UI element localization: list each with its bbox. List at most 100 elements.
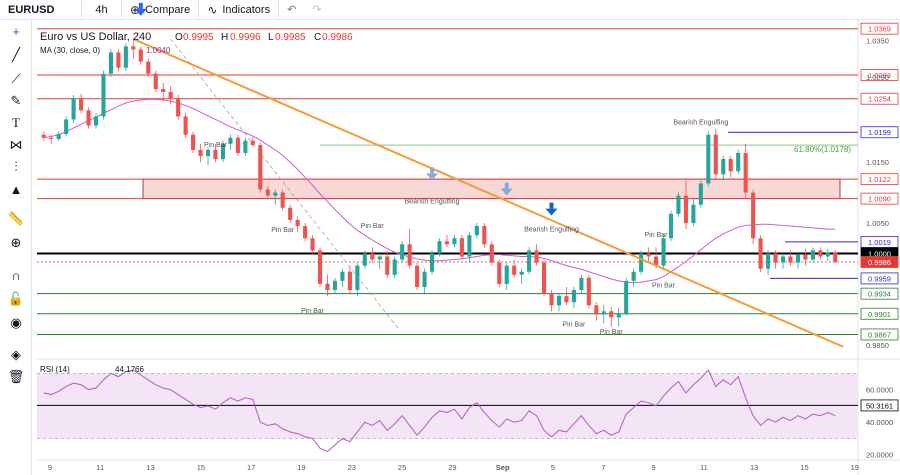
level-label-box (860, 272, 899, 285)
candle-body (758, 238, 763, 269)
undo-icon: ↶ (287, 4, 297, 16)
candle-body (556, 296, 562, 306)
candle-body (698, 183, 703, 205)
candle-body (534, 250, 539, 263)
indicators-button[interactable]: ∿ Indicators (199, 0, 280, 20)
level-label-box (860, 192, 899, 205)
candle-body (191, 134, 196, 150)
compare-icon: ⊕ (130, 2, 141, 17)
redo-button[interactable]: ↷ (304, 0, 329, 20)
candle-body (788, 256, 793, 263)
ohlc-l-label: L (268, 32, 274, 43)
candle-body (541, 262, 547, 294)
brush-icon[interactable]: ⟋ (11, 71, 21, 86)
candle-body (108, 52, 113, 74)
crosshair-icon[interactable]: + (12, 23, 20, 39)
level-label: 1.0019 (868, 238, 891, 247)
candle-body (407, 244, 412, 266)
time-tick-label: 29 (448, 463, 456, 472)
rsi-band (37, 373, 858, 439)
rsi-tick-label: 20.0000 (866, 451, 893, 460)
rsi-level-box (860, 399, 899, 412)
candle-body (168, 92, 173, 99)
level-label: 1.0254 (868, 95, 891, 104)
candle-body (766, 253, 771, 269)
text-icon[interactable]: T (12, 115, 20, 130)
pattern-icon[interactable]: ⋈ (9, 137, 23, 152)
time-tick-label: 9 (651, 463, 655, 472)
time-tick-label: 11 (96, 463, 104, 472)
candle-body (639, 253, 644, 272)
time-tick-label: 13 (750, 463, 758, 472)
level-label: 1.0199 (868, 128, 891, 137)
candle-body (176, 98, 181, 117)
level-label: 1.0293 (868, 71, 891, 80)
candle-body (79, 98, 84, 111)
level-label-box (860, 126, 899, 139)
zoom-icon[interactable]: ⊕ (10, 235, 22, 250)
ohlc-c-value: 0.9986 (322, 32, 353, 43)
candle-body (713, 134, 718, 175)
level-label-box (860, 92, 899, 105)
dashed-trendline (170, 38, 401, 332)
price-tick-label: 1.0290 (866, 73, 889, 82)
ohlc-h-label: H (221, 32, 228, 43)
undo-button[interactable]: ↶ (279, 0, 304, 20)
candle-body (116, 52, 121, 68)
candle-body (706, 134, 711, 184)
candle-body (310, 238, 315, 251)
candle-body (579, 277, 584, 290)
trend-line-icon[interactable]: ╱ (12, 47, 20, 62)
ruler-icon[interactable]: 📏 (7, 211, 25, 226)
candle-body (131, 46, 136, 50)
arrow-up-icon[interactable]: ▲ (9, 181, 23, 197)
candle-body (459, 238, 464, 257)
eye-icon[interactable]: ◉ (10, 315, 22, 330)
compare-button[interactable]: ⊕ Compare (122, 0, 200, 20)
rsi-level-label: 50.3161 (866, 401, 893, 410)
level-label: 0.9867 (868, 330, 891, 339)
measure-tool-icon[interactable]: ⫶ (14, 159, 18, 174)
magnet-icon[interactable]: ∩ (11, 267, 21, 283)
symbol-search[interactable]: EURUSD (0, 0, 82, 20)
level-label: 0.9901 (868, 310, 891, 319)
pen-icon[interactable]: ✎ (10, 93, 22, 108)
pattern-annotation: Pin Bar (652, 283, 676, 290)
candle-body (474, 226, 479, 236)
candle-body (429, 253, 435, 272)
down-arrow-icon (426, 173, 439, 181)
fib-level-label: 61.80%(1.0178) (794, 145, 851, 154)
level-label: 1.0000 (868, 249, 891, 258)
candle-body (691, 204, 696, 223)
top-toolbar: EURUSD 4h ⊕ Compare ∿ Indicators ↶ ↷ (0, 0, 900, 20)
level-label-box (860, 235, 899, 248)
time-tick-label: Sep (496, 463, 510, 472)
candle-body (721, 159, 726, 175)
pattern-annotation: Pin Bar (271, 227, 295, 234)
candle-body (93, 116, 99, 126)
candle-body (482, 226, 487, 245)
candle-body (743, 152, 748, 193)
candle-body (317, 250, 323, 284)
ohlc-o-value: 0.9995 (183, 32, 214, 43)
ma-legend-value: 1.0040 (146, 46, 171, 55)
trash-icon[interactable]: 🗑 (7, 369, 25, 384)
candle-body (512, 265, 517, 275)
candle-body (228, 137, 233, 144)
pattern-annotation: Pin Bar (301, 308, 325, 315)
symbol-label: EURUSD (8, 3, 55, 16)
candle-body (235, 137, 240, 153)
level-label-box (860, 173, 899, 186)
candle-body (751, 192, 756, 239)
rsi-tick-label: 60.0000 (866, 386, 893, 395)
layers-icon[interactable]: ◈ (11, 347, 21, 362)
lock-icon[interactable]: 🔓 (7, 291, 25, 306)
down-arrow-shaft (430, 167, 435, 174)
interval-button[interactable]: 4h (82, 0, 122, 20)
level-label-box (860, 69, 899, 81)
candle-body (661, 238, 666, 266)
candle-body (153, 73, 158, 89)
candle-body (325, 283, 330, 290)
ma-legend-label: MA (30, close, 0) (40, 46, 100, 55)
